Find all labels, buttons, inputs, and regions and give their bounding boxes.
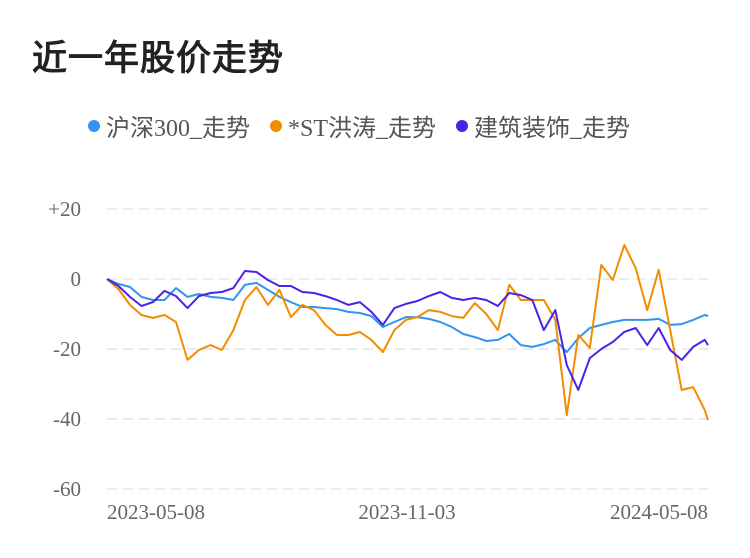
legend-item-st-hongtao[interactable]: *ST洪涛_走势 (270, 108, 436, 143)
legend-label: 沪深300_走势 (106, 116, 250, 142)
legend-dot-icon (88, 119, 100, 132)
y-tick-label: +20 (48, 197, 81, 221)
legend-label: 建筑装饰_走势 (474, 116, 631, 142)
series-line-0 (106, 278, 709, 354)
x-tick-label: 2024-05-08 (610, 500, 708, 524)
series-line-2 (106, 270, 709, 391)
x-tick-label: 2023-11-03 (358, 500, 455, 524)
series-line-1 (106, 244, 709, 421)
y-tick-label: -40 (53, 407, 81, 431)
legend-item-construction[interactable]: 建筑装饰_走势 (456, 108, 630, 143)
legend-dot-icon (456, 119, 469, 132)
x-tick-label: 2023-05-08 (107, 500, 205, 524)
chart-title: 近一年股价走势 (32, 39, 285, 79)
y-tick-label: -20 (53, 337, 81, 361)
legend-item-hs300[interactable]: 沪深300_走势 (88, 108, 250, 143)
legend-label: *ST洪涛_走势 (288, 116, 437, 142)
legend: 沪深300_走势 *ST洪涛_走势 建筑装饰_走势 (88, 108, 630, 143)
y-tick-label: 0 (71, 267, 82, 291)
y-tick-label: -60 (53, 477, 81, 501)
legend-dot-icon (270, 119, 282, 132)
